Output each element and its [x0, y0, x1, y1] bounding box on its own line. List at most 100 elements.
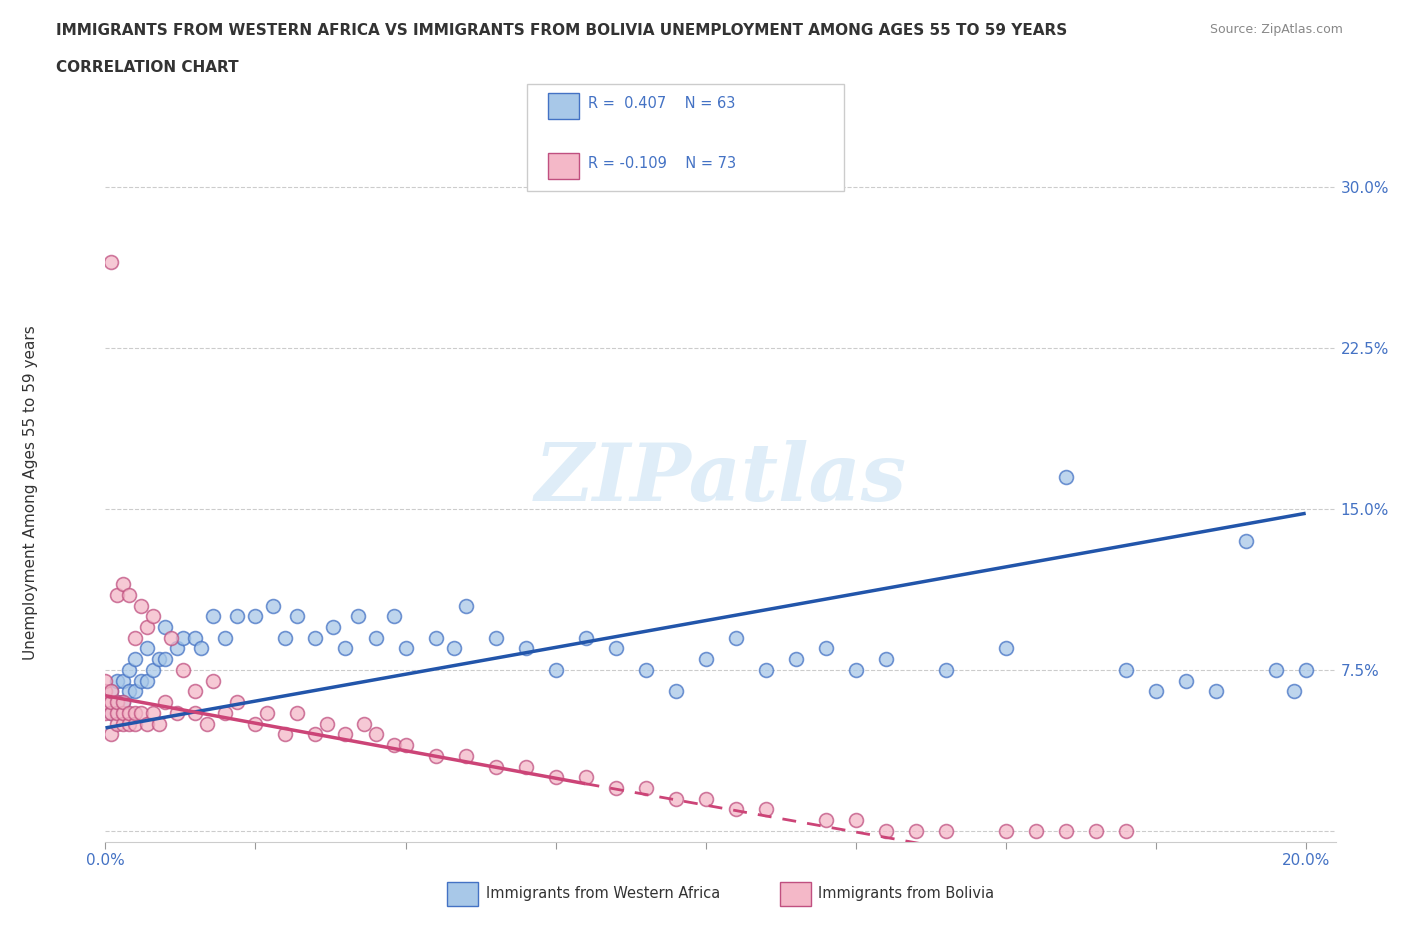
- Point: [202, 673, 225, 688]
- Point: [136, 673, 159, 688]
- Point: [136, 619, 159, 634]
- Point: [184, 684, 207, 698]
- Point: [346, 609, 368, 624]
- Point: [875, 652, 897, 667]
- Point: [605, 641, 627, 656]
- Point: [335, 727, 357, 742]
- Point: [118, 588, 141, 603]
- Point: [107, 706, 129, 721]
- Point: [845, 662, 868, 677]
- Text: CORRELATION CHART: CORRELATION CHART: [56, 60, 239, 75]
- Point: [100, 727, 122, 742]
- Point: [755, 802, 778, 817]
- Point: [184, 631, 207, 645]
- Point: [1295, 662, 1317, 677]
- Point: [155, 619, 177, 634]
- Point: [202, 609, 225, 624]
- Point: [1115, 662, 1137, 677]
- Point: [574, 770, 596, 785]
- Point: [118, 662, 141, 677]
- Point: [100, 706, 122, 721]
- Point: [172, 631, 194, 645]
- Point: [1025, 823, 1047, 838]
- Point: [136, 641, 159, 656]
- Point: [515, 641, 537, 656]
- Point: [131, 706, 153, 721]
- Point: [100, 684, 122, 698]
- Point: [394, 641, 416, 656]
- Point: [107, 673, 129, 688]
- Point: [118, 684, 141, 698]
- Point: [142, 706, 165, 721]
- Point: [124, 716, 146, 731]
- Point: [287, 609, 309, 624]
- Point: [875, 823, 897, 838]
- Point: [100, 706, 122, 721]
- Text: Source: ZipAtlas.com: Source: ZipAtlas.com: [1209, 23, 1343, 36]
- Point: [994, 823, 1017, 838]
- Point: [100, 684, 122, 698]
- Point: [364, 631, 387, 645]
- Point: [304, 727, 326, 742]
- Point: [1144, 684, 1167, 698]
- Point: [316, 716, 339, 731]
- Point: [814, 813, 837, 828]
- Point: [118, 716, 141, 731]
- Point: [574, 631, 596, 645]
- Point: [544, 662, 567, 677]
- Point: [605, 780, 627, 795]
- Point: [112, 716, 135, 731]
- Point: [112, 695, 135, 710]
- Point: [724, 631, 747, 645]
- Point: [160, 631, 183, 645]
- Point: [425, 631, 447, 645]
- Point: [1264, 662, 1286, 677]
- Point: [94, 695, 117, 710]
- Point: [226, 695, 249, 710]
- Point: [544, 770, 567, 785]
- Point: [107, 695, 129, 710]
- Point: [664, 791, 686, 806]
- Point: [454, 598, 477, 613]
- Point: [184, 706, 207, 721]
- Point: [1054, 470, 1077, 485]
- Point: [1115, 823, 1137, 838]
- Point: [484, 631, 506, 645]
- Point: [1174, 673, 1197, 688]
- Point: [382, 737, 405, 752]
- Point: [190, 641, 212, 656]
- Point: [256, 706, 278, 721]
- Point: [107, 716, 129, 731]
- Point: [124, 706, 146, 721]
- Point: [1054, 823, 1077, 838]
- Point: [118, 706, 141, 721]
- Point: [226, 609, 249, 624]
- Point: [394, 737, 416, 752]
- Text: IMMIGRANTS FROM WESTERN AFRICA VS IMMIGRANTS FROM BOLIVIA UNEMPLOYMENT AMONG AGE: IMMIGRANTS FROM WESTERN AFRICA VS IMMIGR…: [56, 23, 1067, 38]
- Point: [634, 780, 657, 795]
- Point: [148, 716, 170, 731]
- Text: ZIPatlas: ZIPatlas: [534, 440, 907, 518]
- Point: [166, 641, 188, 656]
- Point: [112, 706, 135, 721]
- Point: [112, 695, 135, 710]
- Point: [443, 641, 465, 656]
- Point: [245, 609, 267, 624]
- Point: [664, 684, 686, 698]
- Point: [335, 641, 357, 656]
- Point: [634, 662, 657, 677]
- Point: [785, 652, 807, 667]
- Text: Immigrants from Western Africa: Immigrants from Western Africa: [486, 886, 721, 901]
- Point: [94, 673, 117, 688]
- Point: [124, 652, 146, 667]
- Point: [112, 673, 135, 688]
- Point: [274, 727, 297, 742]
- Point: [1205, 684, 1227, 698]
- Text: Immigrants from Bolivia: Immigrants from Bolivia: [818, 886, 994, 901]
- Point: [131, 673, 153, 688]
- Point: [304, 631, 326, 645]
- Point: [197, 716, 219, 731]
- Point: [935, 662, 957, 677]
- Point: [107, 695, 129, 710]
- Point: [353, 716, 375, 731]
